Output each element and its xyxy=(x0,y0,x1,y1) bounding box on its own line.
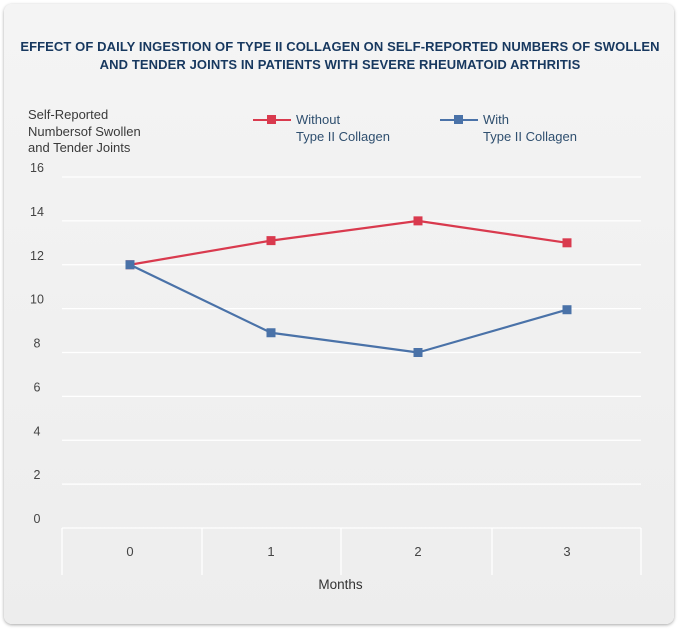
chart-card xyxy=(4,4,674,624)
y-axis-label: Self-Reported Numbersof Swollen and Tend… xyxy=(28,107,141,155)
legend-label-without: Without Type II Collagen xyxy=(296,112,390,144)
legend-swatch-without xyxy=(253,112,291,128)
y-tick-label-6: 6 xyxy=(34,380,41,394)
y-tick-label-2: 2 xyxy=(34,468,41,482)
x-tick-label-2: 2 xyxy=(414,544,421,559)
legend-label-with: With Type II Collagen xyxy=(483,112,577,144)
data-point-with-month-0 xyxy=(125,260,135,270)
chart-title: EFFECT OF DAILY INGESTION OF TYPE II COL… xyxy=(20,39,660,72)
x-axis-label: Months xyxy=(318,577,363,592)
y-tick-label-14: 14 xyxy=(30,205,44,219)
x-tick-label-1: 1 xyxy=(267,544,274,559)
legend-swatch-with xyxy=(440,112,478,128)
series-line-without-collagen xyxy=(129,219,568,266)
data-point-with-month-2 xyxy=(413,348,423,357)
data-point-with-month-1 xyxy=(266,328,276,338)
x-tick-label-0: 0 xyxy=(126,544,133,559)
data-point-without-month-3 xyxy=(562,238,572,248)
y-tick-label-10: 10 xyxy=(30,293,44,307)
data-point-with-month-3 xyxy=(562,305,572,315)
y-tick-label-8: 8 xyxy=(34,337,41,351)
y-tick-label-12: 12 xyxy=(30,249,44,263)
x-tick-label-3: 3 xyxy=(563,544,570,559)
y-tick-label-0: 0 xyxy=(34,512,41,526)
legend-item-with: With Type II Collagen xyxy=(440,112,577,145)
data-point-without-month-2 xyxy=(413,216,423,226)
legend-item-without: Without Type II Collagen xyxy=(253,112,390,145)
series-line-with-collagen xyxy=(129,263,568,354)
data-point-without-month-1 xyxy=(266,236,276,246)
y-tick-label-16: 16 xyxy=(30,161,44,175)
y-tick-label-4: 4 xyxy=(34,424,41,438)
